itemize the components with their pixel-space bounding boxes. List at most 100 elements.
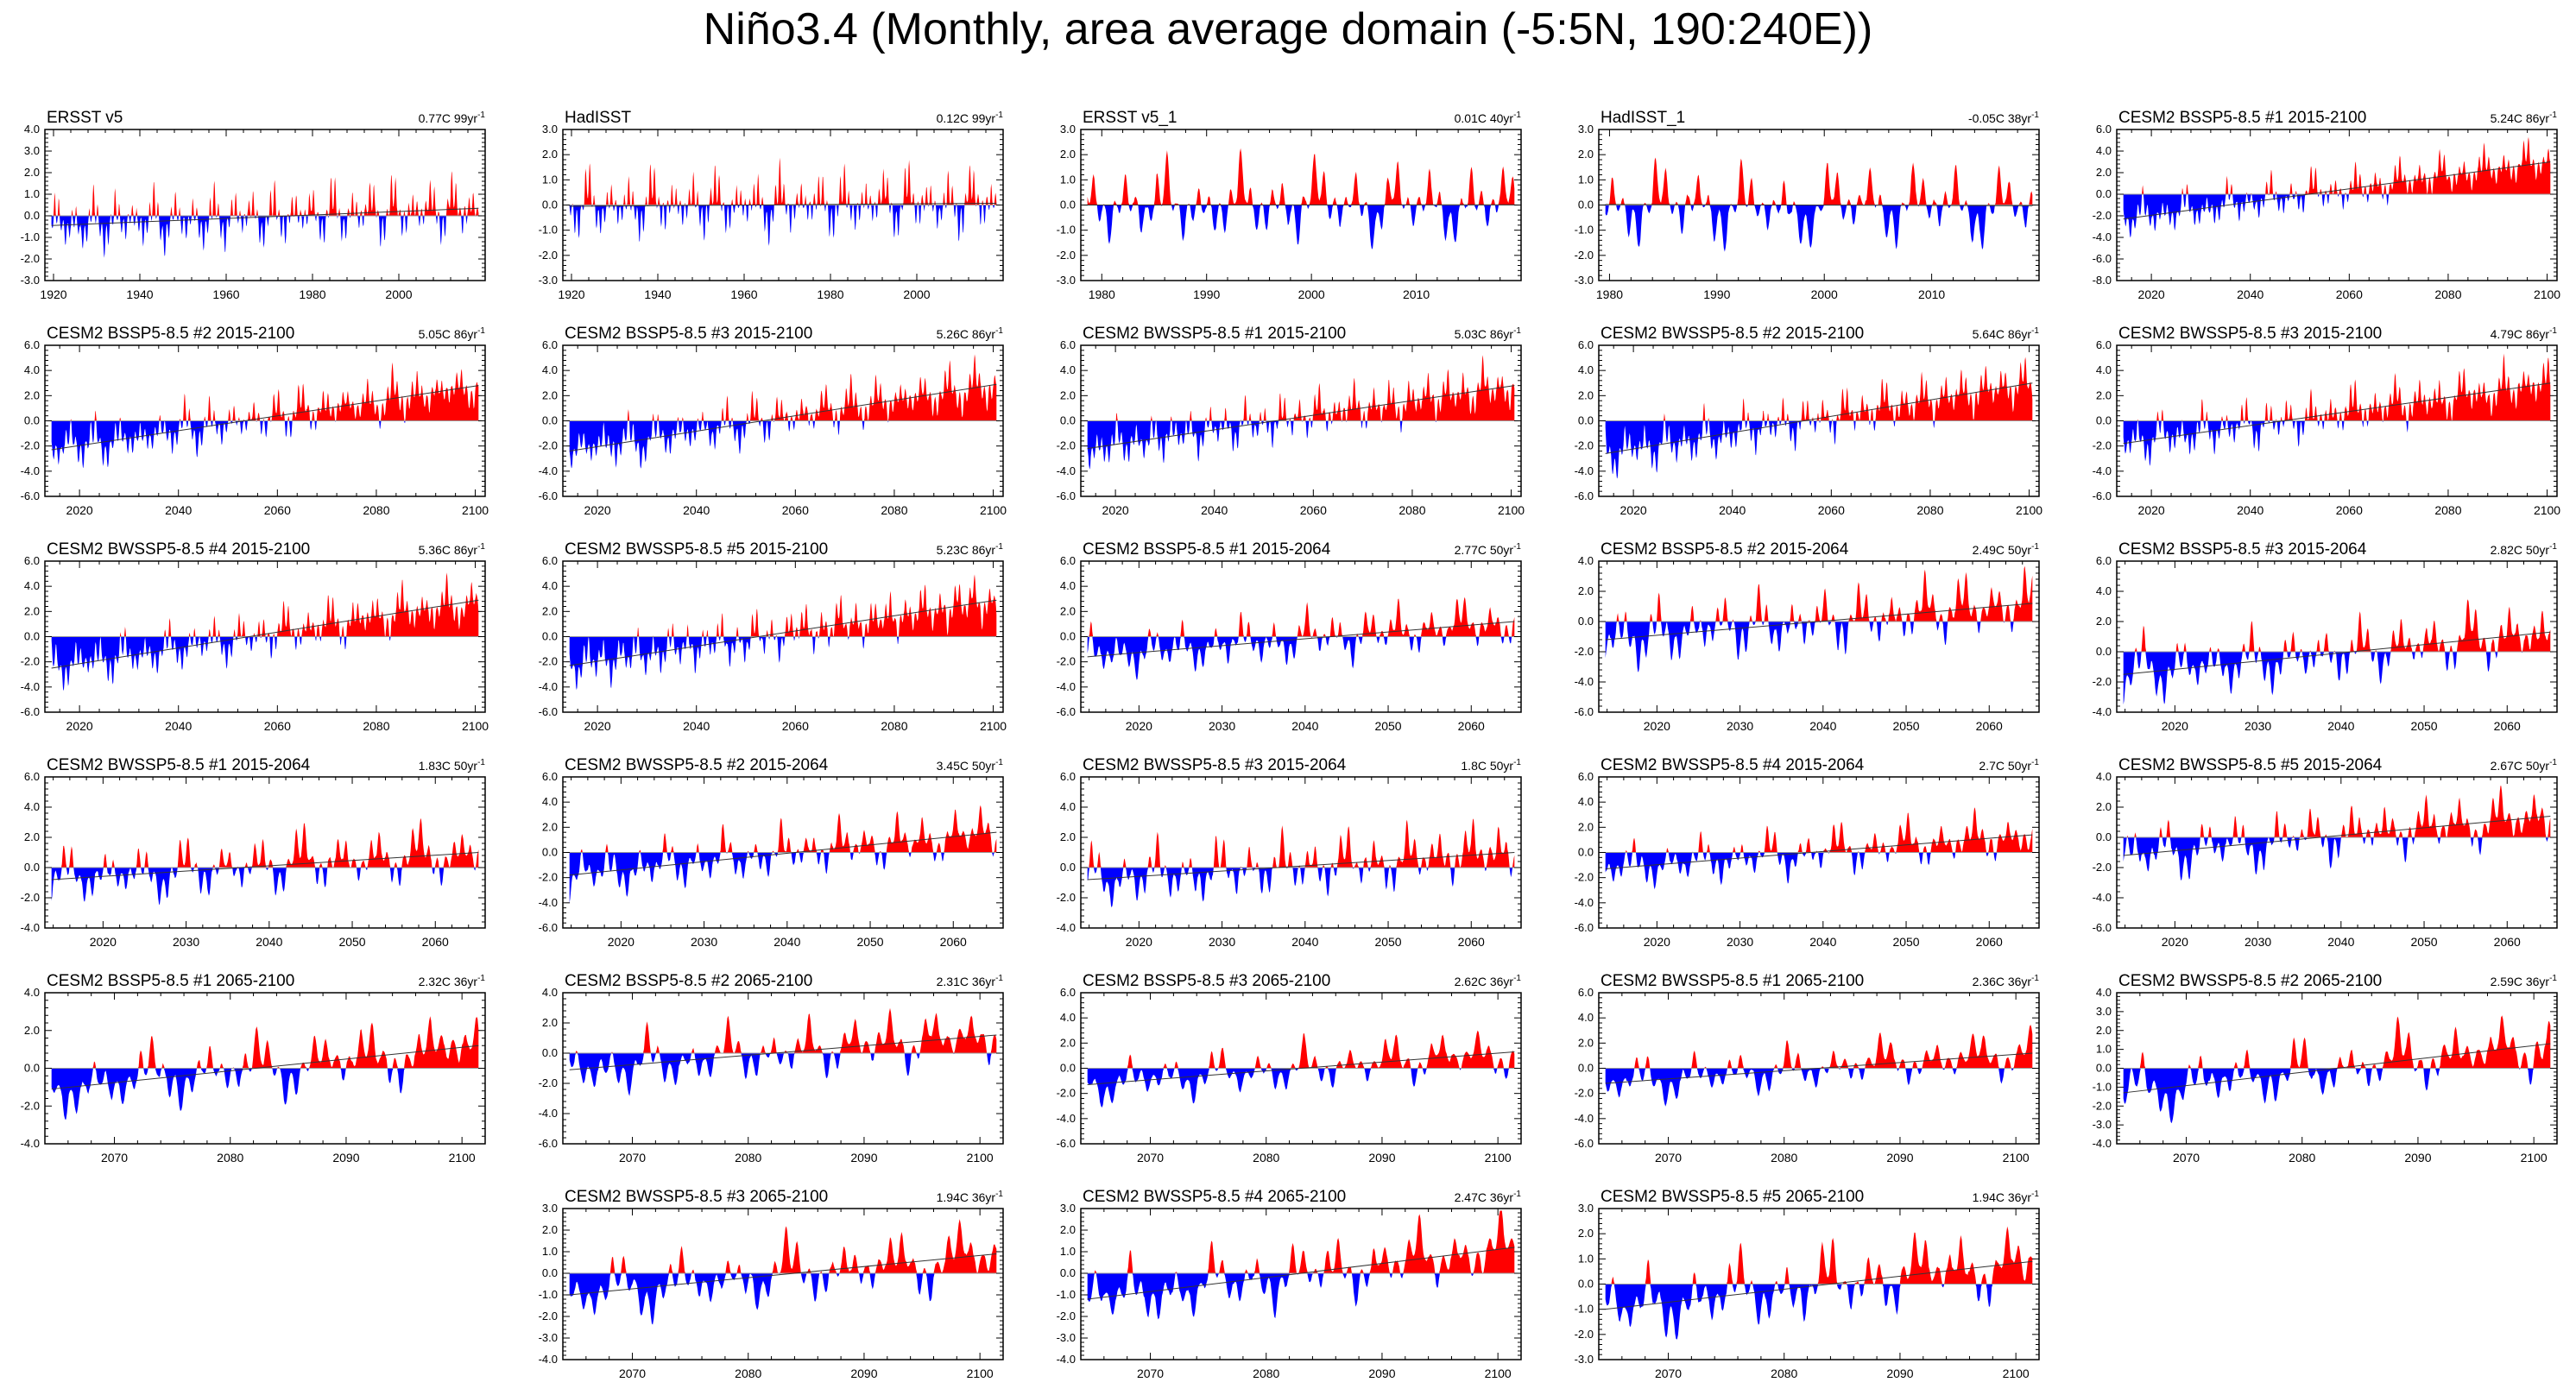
negative-anomaly-area xyxy=(2123,652,2551,705)
y-tick-label: 0.0 xyxy=(1060,1062,1076,1075)
positive-anomaly-area xyxy=(569,1219,997,1273)
panel-20: -6.0 -4.0 -2.0 0.0 2.0 4.0 2020 2030 2040 2050 206… xyxy=(2074,751,2574,954)
positive-anomaly-area xyxy=(1087,148,1515,205)
panel-title: CESM2 BWSSP5-8.5 #3 2065-2100 xyxy=(565,1188,828,1206)
trend-line xyxy=(2123,382,2551,445)
x-tick-label: 2030 xyxy=(1727,935,1753,949)
y-tick-label: 4.0 xyxy=(24,123,40,136)
x-tick-label: 1940 xyxy=(126,287,153,301)
x-tick-label: 2080 xyxy=(2434,287,2461,301)
x-tick-label: 1980 xyxy=(1596,287,1623,301)
x-tick-label: 2040 xyxy=(1809,935,1836,949)
panel-chart: -6.0 -4.0 -2.0 0.0 2.0 4.0 6.0 2020 2040 2060 2080… xyxy=(1057,325,1525,517)
x-tick-label: 2020 xyxy=(2138,503,2165,517)
y-tick-label: -6.0 xyxy=(21,489,40,502)
y-tick-label: 0.0 xyxy=(1578,846,1594,859)
panel-6: -6.0 -4.0 -2.0 0.0 2.0 4.0 6.0 2020 2040 2060 2080… xyxy=(2,319,502,522)
panel-title: CESM2 BSSP5-8.5 #2 2015-2064 xyxy=(1601,540,1849,559)
panel-title: CESM2 BSSP5-8.5 #1 2015-2100 xyxy=(2118,109,2366,127)
y-tick-label: 0.0 xyxy=(1060,414,1076,427)
negative-anomaly-area xyxy=(1087,1273,1515,1320)
trend-value: 5.05C 86yr xyxy=(419,327,478,341)
y-tick-label: -6.0 xyxy=(539,489,558,502)
y-tick-label: 2.0 xyxy=(1578,148,1594,161)
y-tick-label: 2.0 xyxy=(1578,1036,1594,1049)
y-tick-label: 4.0 xyxy=(542,986,558,999)
x-tick-label: 2030 xyxy=(2245,719,2271,733)
x-tick-label: 2070 xyxy=(619,1367,646,1380)
x-tick-label: 2090 xyxy=(332,1151,359,1165)
panel-title: CESM2 BWSSP5-8.5 #3 2015-2064 xyxy=(1083,756,1347,774)
y-tick-label: 3.0 xyxy=(542,123,558,136)
y-tick-label: 2.0 xyxy=(542,1016,558,1029)
panel-chart: -6.0 -4.0 -2.0 0.0 2.0 4.0 6.0 2020 2040 2060 2080… xyxy=(1575,325,2043,517)
x-tick-label: 2070 xyxy=(2173,1151,2200,1165)
y-tick-label: -1.0 xyxy=(1057,1288,1076,1301)
trend-value: 0.12C 99yr xyxy=(937,111,996,125)
y-tick-label: 6.0 xyxy=(1060,986,1076,999)
panel-title: CESM2 BSSP5-8.5 #3 2065-2100 xyxy=(1083,972,1330,990)
y-tick-label: 4.0 xyxy=(542,579,558,592)
trend-unit-superscript: -1 xyxy=(2031,326,2039,336)
x-tick-label: 2040 xyxy=(683,503,710,517)
y-tick-label: 2.0 xyxy=(2096,800,2112,813)
x-tick-label: 2070 xyxy=(101,1151,128,1165)
trend-value: 1.94C 36yr xyxy=(937,1190,996,1204)
trend-label: 3.45C 50yr-1 xyxy=(937,758,1004,773)
trend-line xyxy=(1605,382,2033,454)
trend-unit-superscript: -1 xyxy=(477,974,485,983)
trend-unit-superscript: -1 xyxy=(1513,758,1521,767)
trend-value: 5.26C 86yr xyxy=(937,327,996,341)
trend-line xyxy=(1087,1051,1515,1085)
y-tick-label: 6.0 xyxy=(1060,554,1076,567)
positive-anomaly-area xyxy=(1087,1210,1515,1273)
y-tick-label: 0.0 xyxy=(1578,1062,1594,1075)
trend-line xyxy=(569,383,997,451)
positive-anomaly-area xyxy=(569,805,997,853)
panel-8: -6.0 -4.0 -2.0 0.0 2.0 4.0 6.0 2020 2040 2060 2080… xyxy=(1038,319,1538,522)
panel-14: -6.0 -4.0 -2.0 0.0 2.0 4.0 2020 2030 2040 2050 206… xyxy=(1556,535,2056,738)
plot-frame xyxy=(2116,129,2558,281)
panel-title: ERSST v5_1 xyxy=(1083,109,1177,127)
trend-label: 0.77C 99yr-1 xyxy=(419,110,486,125)
x-tick-label: 2100 xyxy=(462,719,489,733)
plot-frame xyxy=(562,1208,1004,1360)
y-tick-label: 6.0 xyxy=(1060,338,1076,351)
y-tick-label: -2.0 xyxy=(21,655,40,668)
trend-label: 2.31C 36yr-1 xyxy=(937,974,1004,988)
panel-title: CESM2 BSSP5-8.5 #2 2015-2100 xyxy=(47,325,294,343)
x-tick-label: 2040 xyxy=(1291,719,1318,733)
trend-label: 5.64C 86yr-1 xyxy=(1973,326,2040,341)
x-tick-label: 2100 xyxy=(462,503,489,517)
y-tick-label: -4.0 xyxy=(1575,1112,1594,1125)
x-tick-label: 2030 xyxy=(691,935,717,949)
y-tick-label: -4.0 xyxy=(2093,230,2112,243)
panel-11: -6.0 -4.0 -2.0 0.0 2.0 4.0 6.0 2020 2040 2060 2080… xyxy=(2,535,502,738)
trend-value: 2.59C 36yr xyxy=(2491,975,2550,988)
y-tick-label: -4.0 xyxy=(21,1137,40,1150)
panel-title: CESM2 BWSSP5-8.5 #2 2015-2100 xyxy=(1601,325,1864,343)
trend-label: 0.12C 99yr-1 xyxy=(937,110,1004,125)
trend-unit-superscript: -1 xyxy=(2031,1190,2039,1199)
x-tick-label: 2090 xyxy=(2404,1151,2431,1165)
trend-value: 2.67C 50yr xyxy=(2491,759,2550,773)
x-tick-label: 2080 xyxy=(1771,1151,1797,1165)
trend-unit-superscript: -1 xyxy=(995,542,1003,552)
y-tick-label: 3.0 xyxy=(1060,123,1076,136)
y-tick-label: 0.0 xyxy=(24,861,40,874)
trend-label: 5.24C 86yr-1 xyxy=(2491,110,2558,125)
y-tick-label: -2.0 xyxy=(539,871,558,884)
trend-value: 2.36C 36yr xyxy=(1973,975,2032,988)
x-tick-label: 2080 xyxy=(1253,1151,1279,1165)
plot-frame xyxy=(562,992,1004,1145)
x-tick-label: 2080 xyxy=(1916,503,1943,517)
y-tick-label: 4.0 xyxy=(542,795,558,808)
panel-title: ERSST v5 xyxy=(47,109,123,127)
negative-anomaly-area xyxy=(2123,837,2551,881)
panel-10: -6.0 -4.0 -2.0 0.0 2.0 4.0 6.0 2020 2040 2060 2080… xyxy=(2074,319,2574,522)
x-tick-label: 2040 xyxy=(1719,503,1746,517)
y-tick-label: 4.0 xyxy=(24,986,40,999)
panel-title: HadISST xyxy=(565,109,631,127)
y-tick-label: 1.0 xyxy=(542,1245,558,1258)
y-tick-label: -2.0 xyxy=(1057,439,1076,452)
